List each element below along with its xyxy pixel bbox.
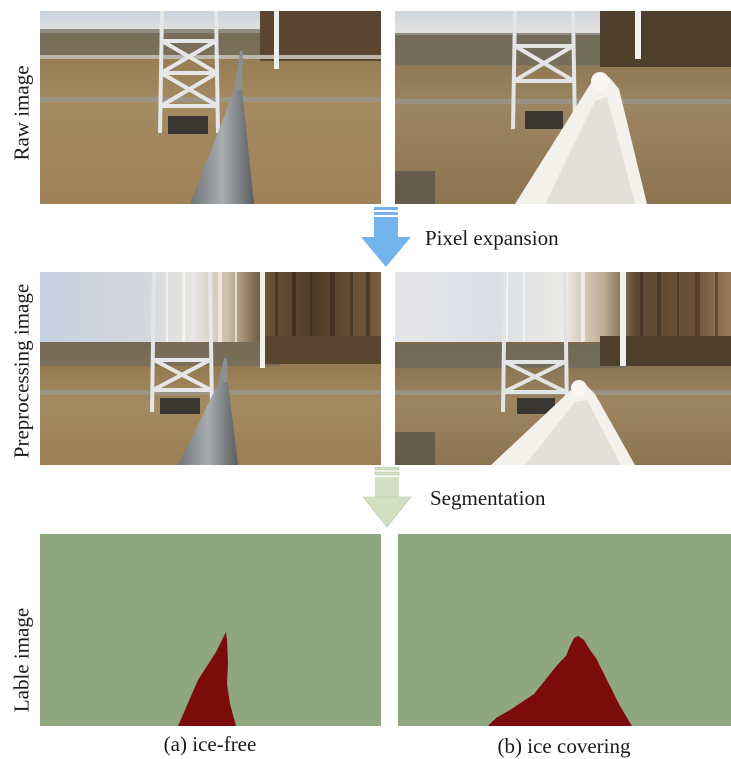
segmentation-arrow [362,467,412,528]
preprocessing-image-ice-free [40,272,381,465]
label-image-ice-covering [398,534,731,726]
row-label-preprocessing-image: Preprocessing image [9,283,34,459]
pixel-expansion-label: Pixel expansion [425,226,559,250]
label-image-ice-free [40,534,381,726]
raw-image-ice-free [40,11,381,204]
row-label-raw-image: Raw image [9,65,34,161]
segmentation-label: Segmentation [430,486,546,510]
row-label-lable-image: Lable image [9,607,34,713]
caption-ice-covering: (b) ice covering [497,734,631,758]
raw-image-ice-covering [395,11,731,204]
pixel-expansion-arrow [361,207,411,267]
caption-ice-free: (a) ice-free [163,732,257,756]
preprocessing-image-ice-covering [395,272,731,465]
